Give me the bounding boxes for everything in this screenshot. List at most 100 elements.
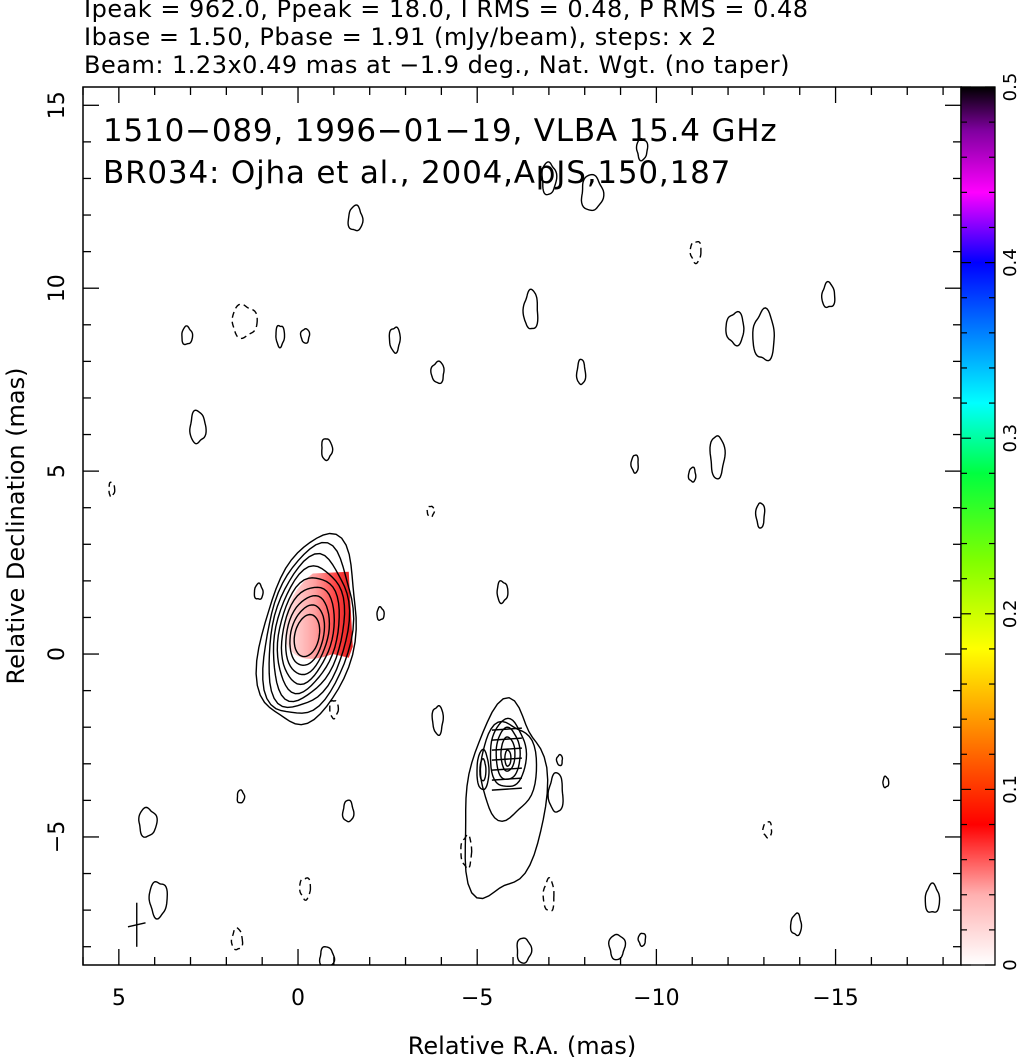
noise-contour <box>181 325 194 346</box>
axis-tick-labels: 5 0 −5 −10 −15 15 10 5 0 −5 <box>45 91 859 1011</box>
noise-contour <box>430 360 445 385</box>
noise-contour <box>347 204 364 232</box>
noise-contour <box>329 699 340 720</box>
polarization-vector <box>491 787 522 791</box>
jet-contour <box>495 726 521 781</box>
noise-contour <box>108 481 116 498</box>
noise-contour <box>236 789 246 804</box>
y-tick-label: −5 <box>45 821 70 853</box>
x-axis-label: Relative R.A. (mas) <box>408 1032 636 1060</box>
noise-contour <box>341 799 355 823</box>
colorbar-tick-label: 0.4 <box>1000 248 1021 277</box>
noise-contour <box>547 771 564 813</box>
noise-contour <box>575 358 587 386</box>
y-axis-label: Relative Declination (mas) <box>2 367 30 684</box>
jet-contour <box>504 749 512 767</box>
core-contour <box>262 541 355 714</box>
polarization-vector <box>491 767 522 771</box>
noise-contour <box>687 466 697 483</box>
noise-contour <box>522 288 539 330</box>
core-contour <box>268 552 351 709</box>
contour-layer <box>108 137 941 965</box>
header-line-3: Beam: 1.23x0.49 mas at −1.9 deg., Nat. W… <box>84 51 790 79</box>
beam-marker <box>127 922 146 928</box>
colorbar-tick-label: 0.2 <box>1000 599 1021 628</box>
x-tick-label: 5 <box>112 986 126 1011</box>
noise-contour <box>275 324 286 349</box>
noise-contour <box>431 705 444 736</box>
noise-contour <box>821 280 836 309</box>
noise-contour <box>789 912 803 937</box>
core-contour <box>255 532 357 726</box>
core-contour <box>280 586 336 686</box>
polarization-vector <box>491 757 522 761</box>
noise-contour <box>496 580 509 605</box>
noise-contour <box>138 806 158 838</box>
x-tick-label: −15 <box>812 986 858 1011</box>
noise-contour <box>230 926 244 951</box>
polarization-vector <box>491 737 522 741</box>
y-tick-label: 10 <box>45 274 70 302</box>
noise-contour <box>426 505 436 518</box>
x-tick-label: −10 <box>633 986 679 1011</box>
y-tick-label: 5 <box>45 464 70 478</box>
noise-contour <box>541 161 558 196</box>
noise-contour <box>376 605 385 622</box>
colorbar-tick-label: 0.5 <box>1000 73 1021 102</box>
jet-contour <box>489 717 528 787</box>
core-contour <box>284 594 331 676</box>
noise-contour <box>637 932 647 947</box>
colorbar <box>960 86 996 966</box>
noise-contour <box>607 933 627 961</box>
noise-contour <box>231 303 258 340</box>
polarization-vector <box>491 777 522 781</box>
noise-contour <box>882 775 890 789</box>
plot-frame <box>82 86 962 966</box>
colorbar-tick-label: 0.3 <box>1000 424 1021 453</box>
noise-contour <box>580 173 605 212</box>
core-contour <box>293 613 321 658</box>
polarization-vector <box>491 747 522 751</box>
core-contour <box>289 604 326 667</box>
noise-contour <box>318 945 336 965</box>
colorbar-tick-label: 0 <box>1000 959 1021 970</box>
noise-contour <box>725 310 745 347</box>
x-tick-label: −5 <box>461 986 493 1011</box>
core-contour <box>276 577 340 695</box>
y-tick-label: 0 <box>45 647 70 661</box>
polarization-vector <box>491 727 522 731</box>
noise-contour <box>689 241 702 265</box>
colorbar-tick-labels: 0 0.1 0.2 0.3 0.4 0.5 <box>1000 73 1021 971</box>
colorbar-ticks <box>961 86 995 966</box>
noise-contour <box>189 409 207 445</box>
jet-contour <box>479 757 487 782</box>
noise-contour <box>752 307 776 362</box>
core-contour <box>272 565 346 703</box>
axis-ticks <box>82 87 961 965</box>
noise-contour <box>754 502 766 529</box>
noise-contour <box>762 820 773 839</box>
noise-contour <box>299 327 311 344</box>
noise-contour <box>924 882 941 913</box>
noise-contour <box>709 435 726 480</box>
noise-contour <box>630 454 639 474</box>
noise-contour <box>148 880 169 920</box>
noise-contour <box>555 753 564 767</box>
noise-contour <box>460 833 473 870</box>
reference-annotation: BR034: Ojha et al., 2004,ApJS,150,187 <box>103 155 731 191</box>
noise-contour <box>253 582 264 600</box>
noise-contour <box>516 937 533 964</box>
colorbar-tick-label: 0.1 <box>1000 775 1021 804</box>
jet-contour <box>476 748 490 791</box>
noise-contour <box>321 438 334 462</box>
source-annotation: 1510−089, 1996−01−19, VLBA 15.4 GHz <box>103 113 777 149</box>
x-tick-label: 0 <box>291 986 305 1011</box>
noise-contour <box>299 877 312 901</box>
header-line-1: Ipeak = 962.0, Ppeak = 18.0, I RMS = 0.4… <box>84 0 809 23</box>
jet-contour <box>464 696 549 900</box>
noise-contour <box>388 326 402 355</box>
noise-contour <box>542 876 555 912</box>
header-line-2: Ibase = 1.50, Pbase = 1.91 (mJy/beam), s… <box>84 23 718 51</box>
noise-contour <box>635 137 649 162</box>
